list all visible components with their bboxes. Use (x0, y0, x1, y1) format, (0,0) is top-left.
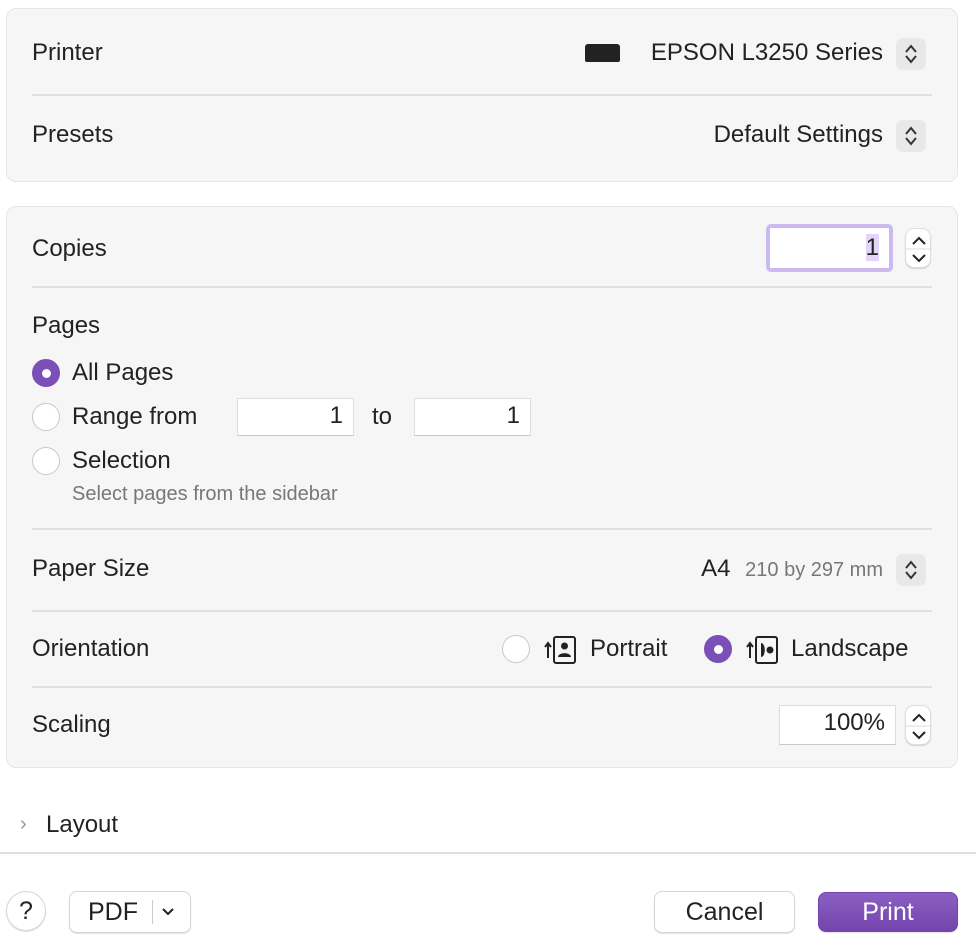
options-section (6, 206, 958, 768)
orientation-label: Orientation (32, 635, 150, 662)
range-from-input[interactable]: 1 (237, 398, 354, 436)
range-radio[interactable] (32, 403, 60, 431)
copies-input[interactable]: 1 (766, 224, 893, 272)
portrait-label: Portrait (590, 635, 668, 662)
footer-divider (0, 852, 976, 854)
paper-size-detail: 210 by 297 mm (745, 559, 883, 581)
selection-label: Selection (72, 447, 171, 474)
selection-radio[interactable] (32, 447, 60, 475)
portrait-icon (544, 636, 576, 664)
print-button[interactable]: Print (818, 892, 958, 932)
layout-disclosure[interactable]: Layout (46, 811, 119, 838)
portrait-radio[interactable] (502, 635, 530, 663)
paper-size-value: A4 (701, 555, 731, 582)
landscape-radio[interactable] (704, 635, 732, 663)
copies-stepper[interactable] (905, 228, 932, 268)
to-label: to (372, 403, 393, 430)
chevron-right-icon[interactable]: › (20, 813, 27, 835)
copies-value: 1 (865, 234, 879, 261)
printer-label: Printer (32, 39, 103, 66)
chevron-updown-icon[interactable] (896, 554, 926, 586)
printer-select[interactable]: EPSON L3250 Series (650, 39, 883, 66)
range-to-input[interactable]: 1 (414, 398, 531, 436)
range-label: Range from (72, 403, 198, 430)
pdf-menu-button[interactable]: PDF (69, 891, 191, 933)
selection-hint: Select pages from the sidebar (72, 483, 338, 505)
chevron-updown-icon[interactable] (896, 38, 926, 70)
help-button[interactable]: ? (6, 891, 46, 931)
scaling-stepper[interactable] (905, 705, 932, 745)
landscape-icon (746, 636, 778, 664)
chevron-updown-icon[interactable] (896, 120, 926, 152)
paper-size-select[interactable]: A4 210 by 297 mm (701, 555, 883, 584)
scaling-input[interactable]: 100% (779, 705, 896, 745)
printer-icon (585, 44, 620, 62)
pdf-label: PDF (88, 897, 138, 926)
presets-label: Presets (32, 121, 114, 148)
all-pages-radio[interactable] (32, 359, 60, 387)
landscape-label: Landscape (791, 635, 909, 662)
scaling-label: Scaling (32, 711, 111, 738)
presets-select[interactable]: Default Settings (713, 121, 883, 148)
all-pages-label: All Pages (72, 359, 174, 386)
copies-label: Copies (32, 235, 107, 262)
chevron-down-icon (162, 908, 174, 916)
cancel-button[interactable]: Cancel (654, 891, 795, 933)
paper-size-label: Paper Size (32, 555, 150, 582)
pages-label: Pages (32, 312, 101, 339)
